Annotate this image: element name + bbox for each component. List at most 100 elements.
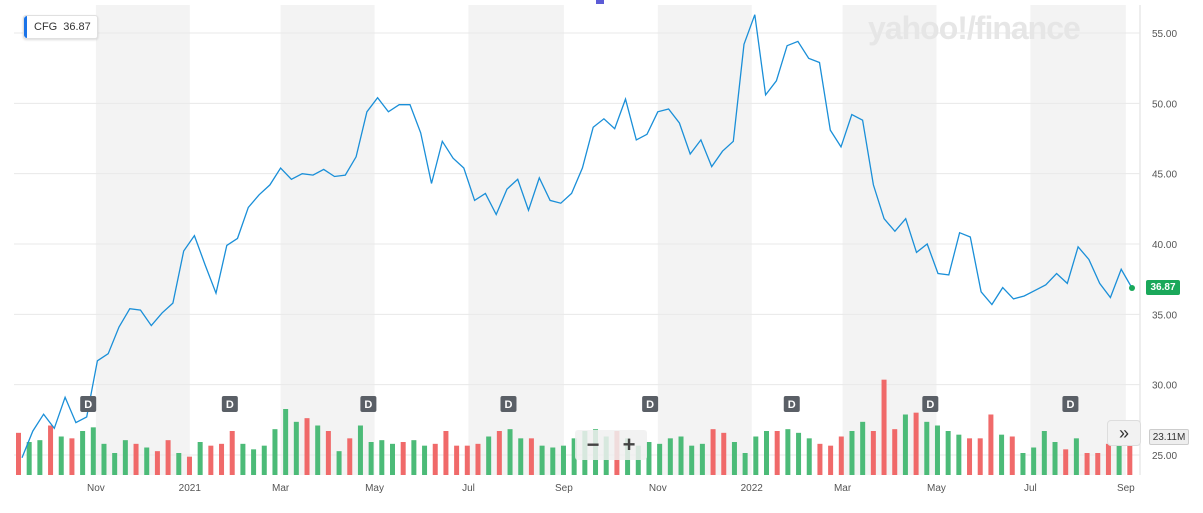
- zoom-out-button[interactable]: −: [586, 432, 600, 457]
- volume-bar: [37, 440, 43, 475]
- dividend-badge: [783, 396, 800, 412]
- price-line: [21, 14, 1135, 459]
- month-band: [842, 5, 937, 475]
- volume-bar: [1020, 453, 1026, 475]
- volume-bar: [283, 409, 289, 475]
- volume-bar: [154, 451, 160, 475]
- volume-bar: [197, 442, 203, 475]
- volume-bar: [977, 438, 983, 475]
- dividend-badge: [922, 396, 939, 412]
- volume-bar: [48, 425, 54, 475]
- volume-bar: [764, 431, 769, 475]
- volume-bar: [849, 431, 855, 475]
- dividend-badge: [360, 396, 377, 412]
- volume-bar: [101, 443, 107, 475]
- volume-bar: [165, 440, 171, 475]
- volume-bar: [806, 438, 812, 475]
- dividend-label: D: [1066, 399, 1074, 411]
- y-tick-label: 50.00: [1152, 99, 1177, 110]
- volume-bar: [315, 425, 321, 475]
- dividend-badge: [80, 396, 97, 412]
- x-tick-label: May: [927, 483, 946, 494]
- volume-bar: [796, 432, 802, 475]
- zoom-in-button[interactable]: +: [622, 432, 636, 457]
- volume-bar: [58, 436, 64, 475]
- volume-bar: [689, 445, 695, 475]
- volume-bar: [539, 445, 545, 475]
- volume-bar: [16, 432, 21, 475]
- volume-bar: [1105, 443, 1111, 475]
- ticker-symbol: CFG: [34, 21, 58, 33]
- volume-bar: [186, 456, 192, 475]
- dividend-label: D: [84, 399, 92, 411]
- volume-bar: [475, 443, 481, 475]
- volume-bar: [892, 429, 898, 475]
- price-gridlines: [14, 32, 1140, 456]
- volume-bar: [133, 443, 139, 475]
- y-tick-label: 35.00: [1152, 310, 1177, 321]
- volume-bar: [422, 445, 428, 475]
- x-tick-label: Jul: [462, 483, 475, 494]
- volume-bar: [304, 418, 310, 475]
- volume-bar: [144, 447, 150, 475]
- yahoo-finance-logo: yahoo!/finance: [868, 10, 1081, 46]
- volume-bar: [112, 453, 118, 475]
- month-band: [657, 5, 752, 475]
- volume-bar: [1063, 449, 1069, 475]
- volume-bar: [518, 438, 524, 475]
- x-tick-label: Mar: [272, 483, 290, 494]
- volume-bar: [208, 445, 214, 475]
- dividend-label: D: [364, 399, 372, 411]
- volume-bar: [261, 445, 267, 475]
- dividend-label: D: [646, 399, 654, 411]
- volume-bar: [1116, 445, 1122, 475]
- volume-bar: [870, 431, 876, 475]
- ticker-legend[interactable]: CFG 36.87: [23, 15, 98, 39]
- last-price-point: [1129, 285, 1135, 292]
- dividend-label: D: [926, 399, 934, 411]
- volume-bar: [742, 453, 748, 475]
- volume-bar: [1041, 431, 1047, 475]
- volume-bar: [122, 440, 128, 475]
- x-tick-label: Sep: [1117, 483, 1135, 494]
- volume-bar: [347, 438, 353, 475]
- last-price-tag: 36.87: [1146, 280, 1180, 295]
- dividend-badge: [642, 396, 659, 412]
- volume-bar: [667, 438, 673, 475]
- volume-bar: [240, 443, 246, 475]
- x-tick-label: May: [365, 483, 384, 494]
- volume-bar: [454, 445, 460, 475]
- volume-bar: [1127, 442, 1133, 475]
- volume-bar: [293, 421, 299, 475]
- volume-bar: [486, 436, 492, 475]
- volume-bar: [336, 451, 342, 475]
- volume-bar: [1052, 442, 1058, 475]
- volume-bar: [902, 414, 908, 475]
- volume-bar: [635, 445, 641, 475]
- month-band: [1030, 5, 1126, 475]
- x-tick-label: 2022: [741, 483, 764, 494]
- month-band: [468, 5, 564, 475]
- volume-bar: [443, 431, 449, 475]
- x-tick-label: Nov: [87, 483, 105, 494]
- expand-icon[interactable]: »: [1107, 420, 1141, 446]
- volume-bar: [699, 443, 705, 475]
- volume-bar: [368, 442, 374, 475]
- volume-bar: [678, 436, 684, 475]
- volume-bar: [945, 431, 951, 475]
- volume-bar: [913, 412, 919, 475]
- price-axis: 55.00 50.00 45.00 40.00 35.00 30.00 25.00: [1152, 29, 1177, 462]
- volume-bar: [881, 379, 887, 475]
- x-tick-label: Mar: [834, 483, 852, 494]
- dividend-badge: [500, 396, 517, 412]
- y-tick-label: 45.00: [1152, 170, 1177, 181]
- volume-bar: [838, 436, 844, 475]
- dividend-marker: D: [642, 396, 659, 412]
- volume-bar: [860, 421, 866, 475]
- dividend-marker: D: [221, 396, 238, 412]
- y-tick-label: 55.00: [1152, 29, 1177, 40]
- dividend-marker: D: [1062, 396, 1079, 412]
- volume-bar: [400, 442, 406, 475]
- volume-bar: [325, 431, 331, 475]
